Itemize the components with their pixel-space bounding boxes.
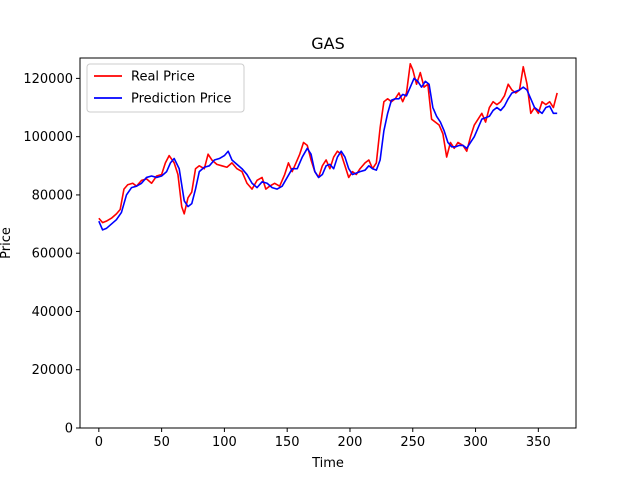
legend-box [86, 63, 245, 113]
x-axis: 0 50 100 150 200 250 300 350 [95, 428, 551, 450]
x-axis-label: Time [311, 456, 344, 471]
x-tick-label: 300 [463, 435, 488, 450]
x-tick-label: 150 [275, 435, 300, 450]
y-axis: 0 20000 40000 60000 80000 100000 120000 [23, 72, 80, 437]
x-tick-label: 200 [338, 435, 363, 450]
legend: Real Price Prediction Price [86, 63, 245, 113]
y-tick-label: 120000 [23, 72, 73, 87]
y-tick-label: 40000 [32, 305, 73, 320]
x-tick-label: 100 [212, 435, 237, 450]
x-tick-label: 350 [526, 435, 551, 450]
y-tick-label: 20000 [32, 363, 73, 378]
y-tick-label: 100000 [23, 130, 73, 145]
y-tick-label: 60000 [32, 247, 73, 262]
chart-title: GAS [311, 34, 345, 53]
plot-frame [79, 57, 577, 429]
plot-area [98, 63, 558, 231]
x-tick-label: 0 [95, 435, 103, 450]
legend-label: Real Price [131, 70, 195, 85]
x-tick-label: 50 [153, 435, 170, 450]
x-tick-label: 250 [400, 435, 425, 450]
y-tick-label: 80000 [32, 188, 73, 203]
legend-label: Prediction Price [131, 92, 231, 107]
series-line-real-price [98, 63, 558, 224]
y-tick-label: 0 [65, 422, 73, 437]
series-line-prediction-price [98, 77, 558, 231]
y-axis-label: Price [0, 227, 14, 259]
